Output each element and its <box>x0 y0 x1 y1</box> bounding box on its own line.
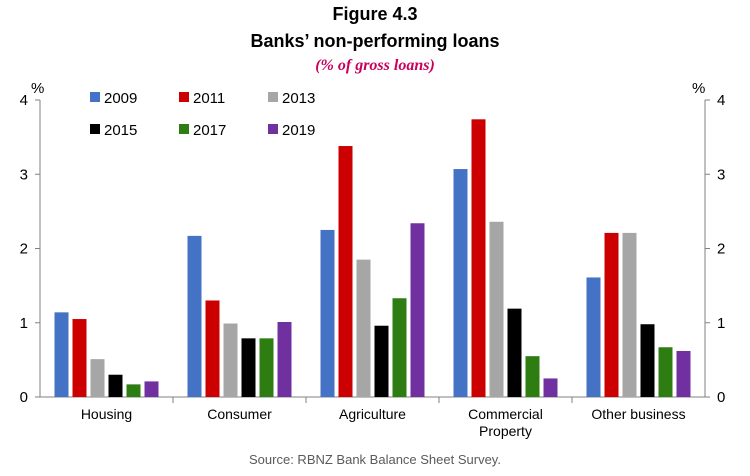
bar <box>223 323 238 397</box>
bar <box>604 232 619 397</box>
figure-number: Figure 4.3 <box>332 4 418 24</box>
right-y-tick-label: 2 <box>717 241 725 258</box>
legend-label: 2009 <box>104 90 137 107</box>
legend-swatch <box>90 124 100 134</box>
legend-label: 2011 <box>193 90 225 107</box>
x-category-label: Commercial <box>468 406 543 422</box>
x-category-label: Housing <box>81 406 132 422</box>
left-axis-unit: % <box>31 80 44 97</box>
bar <box>54 312 69 397</box>
bar <box>392 298 407 397</box>
left-y-tick-label: 3 <box>20 166 28 183</box>
bar <box>356 259 371 397</box>
legend-swatch <box>179 92 189 102</box>
legend-swatch <box>268 92 278 102</box>
bar <box>374 325 389 397</box>
bar <box>410 223 425 397</box>
bar <box>72 319 87 397</box>
right-axis-unit: % <box>692 80 705 97</box>
chart-units: (% of gross loans) <box>315 57 435 74</box>
bar <box>108 374 123 397</box>
bar <box>259 338 274 397</box>
bar <box>90 359 105 397</box>
left-y-tick-label: 4 <box>20 92 28 109</box>
legend-swatch <box>268 124 278 134</box>
left-y-tick-label: 1 <box>20 315 28 332</box>
bar <box>543 378 558 397</box>
x-category-label: Property <box>479 423 532 439</box>
chart-title: Banks’ non-performing loans <box>250 31 500 51</box>
left-y-tick-label: 2 <box>20 241 28 258</box>
bar <box>126 384 141 397</box>
axes: 0 0 1 1 2 2 3 3 4 4% % Housing Consumer Agriculture Co… <box>20 80 726 439</box>
bar <box>241 338 256 397</box>
legend-swatch <box>90 92 100 102</box>
legend-label: 2017 <box>193 122 226 139</box>
right-y-tick-label: 4 <box>717 92 725 109</box>
legend-swatch <box>179 124 189 134</box>
right-y-tick-label: 0 <box>717 389 725 406</box>
left-y-tick-label: 0 <box>20 389 28 406</box>
legend-label: 2013 <box>282 90 315 107</box>
bar <box>586 277 601 397</box>
bar <box>453 169 468 397</box>
bar <box>622 232 637 397</box>
bar <box>640 324 655 397</box>
bar <box>320 229 335 397</box>
bar <box>187 235 202 397</box>
x-category-label: Other business <box>591 406 685 422</box>
x-category-label: Consumer <box>207 406 272 422</box>
source-note: Source: RBNZ Bank Balance Sheet Survey. <box>249 452 501 467</box>
bar <box>507 308 522 397</box>
bar <box>658 347 673 397</box>
bar <box>205 300 220 397</box>
right-y-tick-label: 3 <box>717 166 725 183</box>
bar <box>676 350 691 397</box>
legend-label: 2019 <box>282 122 315 139</box>
right-y-tick-label: 1 <box>717 315 725 332</box>
bar <box>489 221 504 397</box>
bar <box>525 356 540 397</box>
bar <box>277 322 292 397</box>
legend: 2009 2011 2013 2015 2017 2019 <box>90 90 315 139</box>
bar <box>338 146 353 397</box>
bars <box>54 119 691 398</box>
x-category-label: Agriculture <box>339 406 406 422</box>
bar <box>471 119 486 398</box>
bar <box>144 381 159 397</box>
legend-label: 2015 <box>104 122 137 139</box>
